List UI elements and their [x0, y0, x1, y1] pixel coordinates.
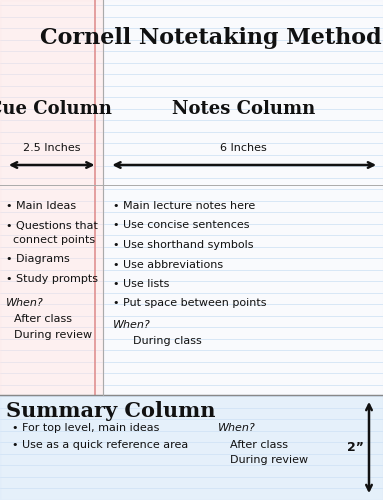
Text: connect points: connect points [6, 235, 95, 245]
Text: • Use as a quick reference area: • Use as a quick reference area [12, 440, 188, 450]
Text: During review: During review [14, 330, 92, 340]
Text: When?: When? [6, 298, 44, 308]
Bar [0, 395, 383, 500]
Bar [0, 0, 103, 395]
Text: When?: When? [113, 320, 151, 330]
Text: During class: During class [133, 336, 202, 346]
Text: Summary Column: Summary Column [6, 401, 216, 421]
Bar [103, 0, 383, 395]
Text: During review: During review [230, 455, 308, 465]
Text: • Main Ideas: • Main Ideas [6, 201, 76, 211]
Text: • Use lists: • Use lists [113, 279, 170, 289]
Text: • Study prompts: • Study prompts [6, 274, 98, 284]
Text: 6 Inches: 6 Inches [220, 143, 267, 153]
Text: • Use shorthand symbols: • Use shorthand symbols [113, 240, 254, 250]
Text: • For top level, main ideas: • For top level, main ideas [12, 423, 159, 433]
Text: Notes Column: Notes Column [172, 100, 315, 117]
Text: • Use concise sentences: • Use concise sentences [113, 220, 250, 230]
Text: 2.5 Inches: 2.5 Inches [23, 143, 80, 153]
Text: When?: When? [218, 423, 256, 433]
Text: • Use abbreviations: • Use abbreviations [113, 260, 224, 270]
Text: • Questions that: • Questions that [6, 220, 98, 230]
Text: Cornell Notetaking Method: Cornell Notetaking Method [40, 27, 381, 49]
Text: Cue Column: Cue Column [0, 100, 111, 117]
Text: • Diagrams: • Diagrams [6, 254, 70, 264]
Text: After class: After class [230, 440, 288, 450]
Text: 2”: 2” [347, 441, 364, 454]
Text: • Put space between points: • Put space between points [113, 298, 267, 308]
Text: After class: After class [14, 314, 72, 324]
Text: • Main lecture notes here: • Main lecture notes here [113, 201, 256, 211]
